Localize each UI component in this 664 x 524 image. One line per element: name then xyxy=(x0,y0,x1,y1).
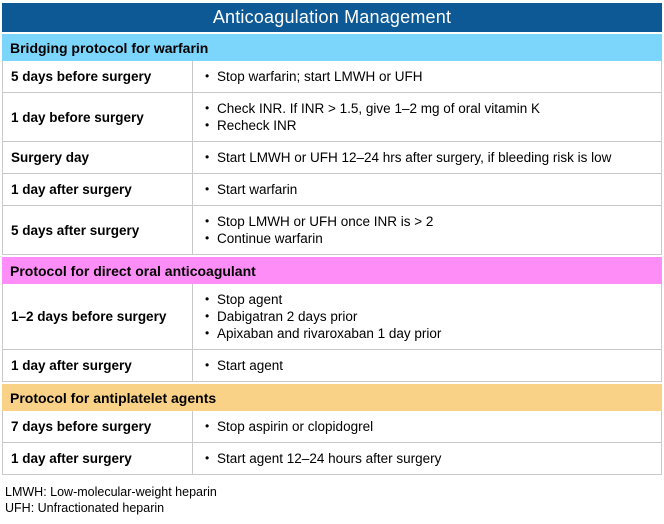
table-row: 1 day before surgery Check INR. If INR >… xyxy=(2,93,662,142)
section-header-direct-oral-anticoagulant: Protocol for direct oral anticoagulant xyxy=(2,257,662,284)
table-row: 1 day after surgery Start warfarin xyxy=(2,174,662,206)
table-row: 1–2 days before surgery Stop agent Dabig… xyxy=(2,284,662,350)
bullet-item: Stop agent xyxy=(204,291,655,308)
bullet-item: Stop LMWH or UFH once INR is > 2 xyxy=(204,213,655,230)
bullet-item: Apixaban and rivaroxaban 1 day prior xyxy=(204,325,655,342)
row-actions: Start warfarin xyxy=(193,174,661,205)
row-actions: Stop aspirin or clopidogrel xyxy=(193,411,661,442)
bullet-item: Check INR. If INR > 1.5, give 1–2 mg of … xyxy=(204,100,655,117)
row-actions: Start LMWH or UFH 12–24 hrs after surger… xyxy=(193,142,661,173)
row-label: 1–2 days before surgery xyxy=(3,284,193,349)
row-label: 7 days before surgery xyxy=(3,411,193,442)
footnote-lmwh: LMWH: Low-molecular-weight heparin xyxy=(5,485,217,499)
bullet-item: Start warfarin xyxy=(204,181,655,198)
table-row: 1 day after surgery Start agent 12–24 ho… xyxy=(2,443,662,475)
table-row: 5 days before surgery Stop warfarin; sta… xyxy=(2,61,662,93)
table-row: 1 day after surgery Start agent xyxy=(2,350,662,382)
row-label: 1 day after surgery xyxy=(3,443,193,474)
row-actions: Stop LMWH or UFH once INR is > 2 Continu… xyxy=(193,206,661,254)
bullet-item: Stop aspirin or clopidogrel xyxy=(204,418,655,435)
bullet-item: Start agent 12–24 hours after surgery xyxy=(204,450,655,467)
bullet-item: Dabigatran 2 days prior xyxy=(204,308,655,325)
bullet-item: Stop warfarin; start LMWH or UFH xyxy=(204,68,655,85)
row-label: 5 days before surgery xyxy=(3,61,193,92)
footnotes: LMWH: Low-molecular-weight heparin UFH: … xyxy=(5,484,664,516)
row-actions: Stop agent Dabigatran 2 days prior Apixa… xyxy=(193,284,661,349)
row-actions: Stop warfarin; start LMWH or UFH xyxy=(193,61,661,92)
row-label: 1 day after surgery xyxy=(3,174,193,205)
section-header-bridging-warfarin: Bridging protocol for warfarin xyxy=(2,34,662,61)
table-row: Surgery day Start LMWH or UFH 12–24 hrs … xyxy=(2,142,662,174)
table-row: 7 days before surgery Stop aspirin or cl… xyxy=(2,411,662,443)
section-header-antiplatelet-agents: Protocol for antiplatelet agents xyxy=(2,384,662,411)
row-label: 5 days after surgery xyxy=(3,206,193,254)
row-actions: Start agent xyxy=(193,350,661,381)
bullet-item: Start agent xyxy=(204,357,655,374)
bullet-item: Start LMWH or UFH 12–24 hrs after surger… xyxy=(204,149,655,166)
bullet-item: Continue warfarin xyxy=(204,230,655,247)
row-label: 1 day after surgery xyxy=(3,350,193,381)
footnote-ufh: UFH: Unfractionated heparin xyxy=(5,501,165,515)
row-label: 1 day before surgery xyxy=(3,93,193,141)
row-actions: Start agent 12–24 hours after surgery xyxy=(193,443,661,474)
row-label: Surgery day xyxy=(3,142,193,173)
table-title: Anticoagulation Management xyxy=(2,3,662,32)
table-row: 5 days after surgery Stop LMWH or UFH on… xyxy=(2,206,662,255)
bullet-item: Recheck INR xyxy=(204,117,655,134)
row-actions: Check INR. If INR > 1.5, give 1–2 mg of … xyxy=(193,93,661,141)
anticoagulation-table: Anticoagulation Management Bridging prot… xyxy=(2,3,662,475)
